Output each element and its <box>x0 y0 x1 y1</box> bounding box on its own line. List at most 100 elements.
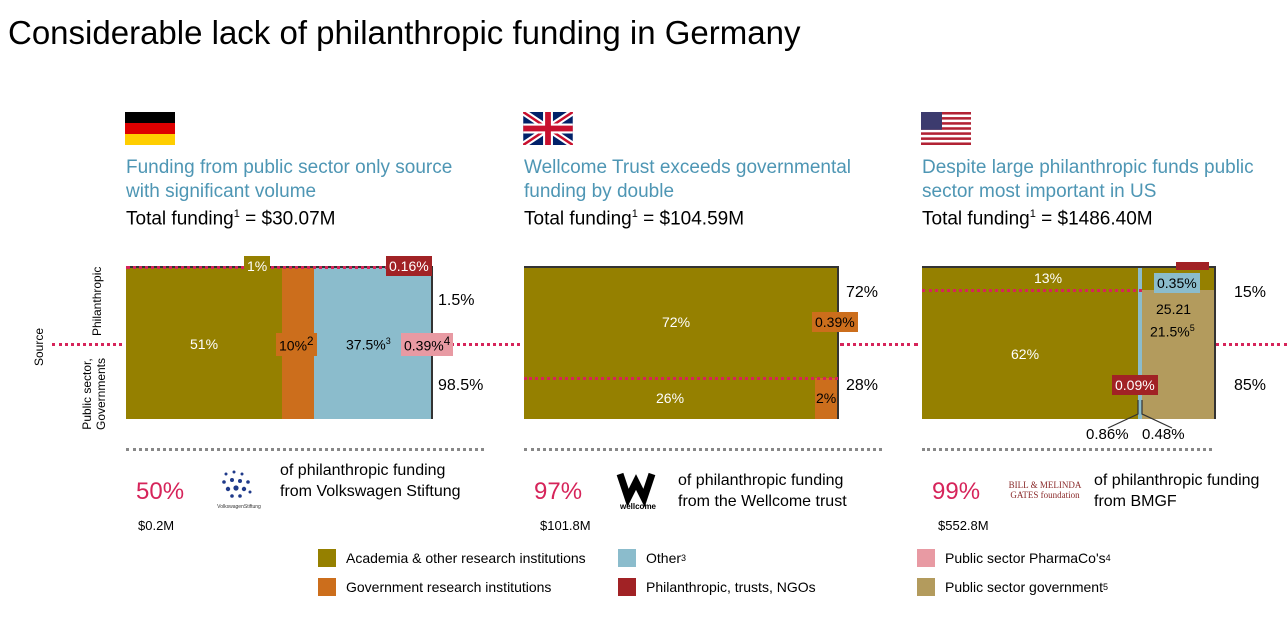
uk-total-value: = $104.59M <box>637 208 745 230</box>
legend-academia-swatch <box>318 549 336 567</box>
legend-public-gov-swatch <box>917 578 935 596</box>
legend-public-gov: Public sector government 5 <box>917 578 1108 596</box>
usa-headline-line2: sector most important in US <box>922 181 1157 202</box>
wellcome-logo-text: wellcome <box>619 502 657 511</box>
legend-govres: Government research institutions <box>318 578 551 596</box>
usa-right-border <box>1214 266 1216 419</box>
germany-phil-academia-label: 1% <box>244 256 271 276</box>
source-line-left <box>52 343 122 346</box>
usa-bottom-amount: $552.8M <box>938 518 989 533</box>
germany-divider <box>126 448 484 451</box>
usa-total-footnote: 1 <box>1029 208 1036 220</box>
page-title: Considerable lack of philanthropic fundi… <box>8 14 801 51</box>
usa-divider <box>922 448 1212 451</box>
usa-academia-top-label: 13% <box>1034 270 1063 286</box>
germany-other-value: 37.5% <box>346 336 386 353</box>
germany-total: Total funding1 = $30.07M <box>126 208 335 230</box>
legend-public-gov-footnote: 5 <box>1102 582 1108 592</box>
usa-top-border <box>922 266 1216 268</box>
usa-ngo-bottom-label: 0.09% <box>1112 375 1158 395</box>
uk-flag-icon <box>521 109 575 148</box>
uk-bottom-desc: of philanthropic funding from the Wellco… <box>678 472 847 510</box>
uk-phil-line <box>524 377 838 380</box>
usa-flag-icon <box>921 112 971 145</box>
gates-logo-line2: GATES foundation <box>1010 490 1080 500</box>
uk-academia-bottom-bar <box>524 378 815 419</box>
usa-public-gov-value: 25.21 <box>1156 301 1192 317</box>
legend-govres-label: Government research institutions <box>346 579 552 595</box>
germany-side-top: 1.5% <box>438 292 475 309</box>
usa-ngo-top-label: 1.5% <box>1176 262 1210 270</box>
legend-pharma-swatch <box>917 549 935 567</box>
legend-other-label: Other <box>646 550 682 566</box>
uk-govres-bottom-label: 2% <box>816 390 837 406</box>
uk-side-bottom: 28% <box>846 377 879 394</box>
germany-side-bottom: 98.5% <box>438 377 484 394</box>
source-line-mid1 <box>432 343 520 346</box>
usa-callout-right: 0.48% <box>1142 426 1185 443</box>
gates-foundation-logo-icon: BILL & MELINDA GATES foundation <box>1002 480 1088 500</box>
public-axis-label: Public sector, Governments <box>80 344 108 444</box>
philanthropic-axis-label: Philanthropic <box>90 266 104 336</box>
uk-academia-top-bar <box>524 266 815 378</box>
germany-other-label: 37.5%3 <box>346 336 391 353</box>
legend-pharma: Public sector PharmaCo's 4 <box>917 549 1111 567</box>
uk-right-border <box>837 266 839 419</box>
usa-other-bar <box>1138 266 1142 419</box>
usa-other-top-label: 0.35% <box>1154 273 1200 293</box>
legend-academia: Academia & other research institutions <box>318 549 586 567</box>
germany-total-prefix: Total funding <box>126 208 234 230</box>
uk-total: Total funding1 = $104.59M <box>524 208 744 230</box>
usa-phil-line <box>922 289 1142 292</box>
germany-pharma-value: 0.39% <box>404 337 444 354</box>
wellcome-logo-icon: wellcome <box>614 470 662 512</box>
usa-public-gov-pct: 21.5%5 <box>1150 323 1195 340</box>
legend-other-swatch <box>618 549 636 567</box>
legend-public-gov-label: Public sector government <box>945 579 1103 595</box>
legend-other-footnote: 3 <box>681 553 687 563</box>
uk-top-border <box>524 266 838 268</box>
uk-headline-line1: Wellcome Trust exceeds governmental <box>524 157 852 178</box>
germany-total-value: = $30.07M <box>239 208 336 230</box>
legend-other: Other 3 <box>618 549 686 567</box>
uk-total-footnote: 1 <box>631 208 638 220</box>
germany-total-footnote: 1 <box>233 208 240 220</box>
legend-philanthropic-label: Philanthropic, trusts, NGOs <box>646 579 816 595</box>
usa-headline-line1: Despite large philanthropic funds public <box>922 157 1254 178</box>
germany-govres-footnote: 2 <box>307 335 314 348</box>
germany-phil-line <box>126 266 426 269</box>
uk-academia-bottom-label: 26% <box>656 390 685 406</box>
usa-public-gov-footnote: 5 <box>1189 323 1195 333</box>
usa-callout-left: 0.86% <box>1086 426 1129 443</box>
usa-callout-lines <box>1107 400 1173 429</box>
uk-side-top: 72% <box>846 284 879 301</box>
legend-pharma-label: Public sector PharmaCo's <box>945 550 1106 566</box>
legend-academia-label: Academia & other research institutions <box>346 550 586 566</box>
usa-bottom-pct: 99% <box>932 478 981 505</box>
usa-side-top: 15% <box>1234 284 1267 301</box>
uk-govres-bottom-bar <box>815 378 838 419</box>
usa-headline: Despite large philanthropic funds public… <box>922 156 1254 204</box>
usa-academia-bottom-label: 62% <box>1011 346 1040 362</box>
gates-logo-line1: BILL & MELINDA <box>1008 480 1082 490</box>
germany-academia-bar <box>126 268 282 419</box>
source-line-right <box>1216 343 1287 346</box>
volkswagen-logo-text: VolkswagenStiftung <box>217 504 261 510</box>
germany-headline: Funding from public sector only source w… <box>126 156 452 204</box>
germany-phil-ngo-label: 0.16% <box>386 256 432 276</box>
volkswagen-stiftung-logo-icon: VolkswagenStiftung <box>212 466 266 514</box>
uk-total-prefix: Total funding <box>524 208 632 230</box>
source-line-mid2 <box>840 343 918 346</box>
public-axis-label-line1: Public sector, <box>80 358 94 430</box>
germany-flag-icon <box>125 112 175 145</box>
germany-bottom-amount: $0.2M <box>138 518 175 533</box>
uk-bottom-amount: $101.8M <box>540 518 591 533</box>
germany-headline-line1: Funding from public sector only source <box>126 157 453 178</box>
usa-total: Total funding1 = $1486.40M <box>922 208 1153 230</box>
uk-headline-line2: funding by double <box>524 181 675 202</box>
germany-other-footnote: 3 <box>385 336 391 346</box>
uk-academia-top-label: 72% <box>662 314 691 330</box>
germany-govres-value: 10% <box>279 337 308 354</box>
legend-pharma-footnote: 4 <box>1105 553 1111 563</box>
usa-total-value: = $1486.40M <box>1035 208 1153 230</box>
